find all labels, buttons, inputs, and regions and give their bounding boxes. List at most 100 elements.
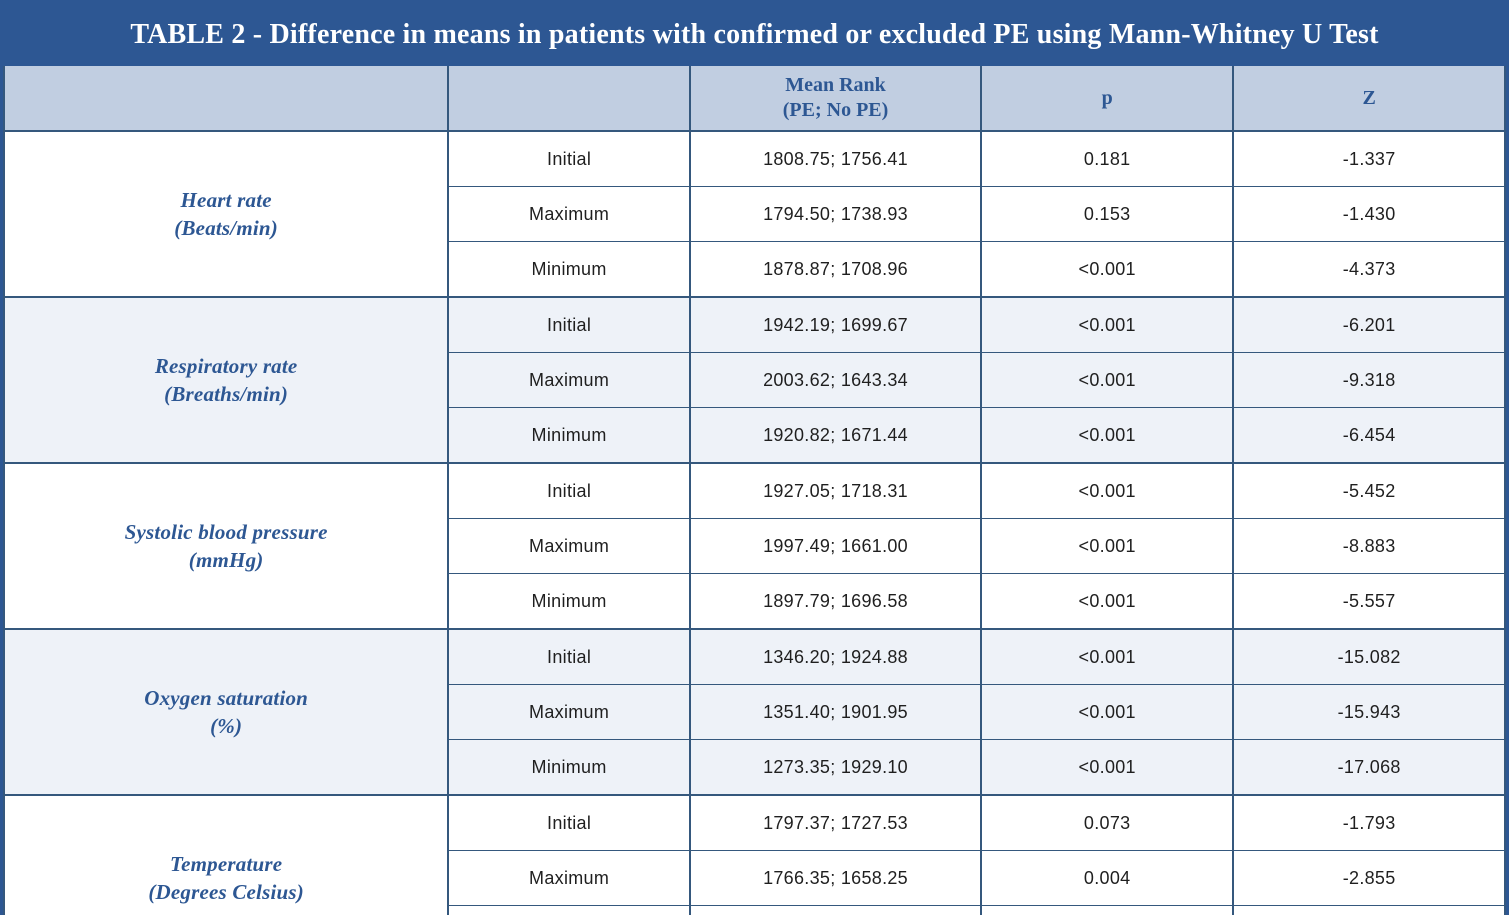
parameter-cell-oxygen-saturation: Oxygen saturation (%) bbox=[2, 628, 450, 796]
header-p: p bbox=[980, 66, 1235, 132]
measurement-cell: Maximum bbox=[447, 850, 691, 906]
parameter-name: Oxygen saturation bbox=[144, 685, 309, 710]
measurement-cell: Initial bbox=[447, 794, 691, 851]
table-row: Heart rate (Beats/min) Initial 1808.75; … bbox=[2, 130, 1506, 298]
mean-rank-cell: 1897.79; 1696.58 bbox=[688, 573, 983, 630]
mean-rank-cell: 1942.19; 1699.67 bbox=[688, 296, 983, 353]
z-value-cell: -3.114 bbox=[1232, 905, 1506, 915]
z-value-cell: -5.557 bbox=[1232, 573, 1506, 630]
mean-rank-cell: 1351.40; 1901.95 bbox=[688, 684, 983, 740]
p-value-cell: 0.073 bbox=[980, 794, 1235, 851]
table-row: Maximum 1766.35; 1658.25 0.004 -2.855 bbox=[4, 850, 1506, 906]
z-value-cell: -15.943 bbox=[1232, 684, 1506, 740]
mean-rank-cell: 1997.49; 1661.00 bbox=[688, 518, 983, 574]
mean-rank-cell: 1273.35; 1929.10 bbox=[688, 739, 983, 796]
header-parameter-blank bbox=[2, 66, 450, 132]
measurement-cell: Maximum bbox=[447, 684, 691, 740]
p-value-cell: 0.002 bbox=[980, 905, 1235, 915]
z-value-cell: -4.373 bbox=[1232, 241, 1506, 298]
table-row: Maximum 1997.49; 1661.00 <0.001 -8.883 bbox=[4, 518, 1506, 574]
z-value-cell: -15.082 bbox=[1232, 628, 1506, 685]
table-row: Oxygen saturation (%) Initial 1346.20; 1… bbox=[2, 628, 1506, 796]
header-mean-rank-line1: Mean Rank bbox=[785, 74, 886, 96]
mean-rank-cell: 1878.87; 1708.96 bbox=[688, 241, 983, 298]
table-row: Minimum 1920.82; 1671.44 <0.001 -6.454 bbox=[4, 407, 1506, 464]
parameter-unit: (%) bbox=[210, 714, 243, 738]
parameter-cell-respiratory-rate: Respiratory rate (Breaths/min) bbox=[2, 296, 450, 464]
mean-rank-cell: 1920.82; 1671.44 bbox=[688, 407, 983, 464]
header-mean-rank: Mean Rank (PE; No PE) bbox=[688, 66, 983, 132]
p-value-cell: <0.001 bbox=[980, 739, 1235, 796]
parameter-unit: (Breaths/min) bbox=[164, 382, 289, 406]
mean-rank-cell: 1346.20; 1924.88 bbox=[688, 628, 983, 685]
measurement-cell: Minimum bbox=[447, 573, 691, 630]
table-row: Minimum 1897.79; 1696.58 <0.001 -5.557 bbox=[4, 573, 1506, 630]
mean-rank-cell: 1797.37; 1727.53 bbox=[688, 794, 983, 851]
measurement-cell: Minimum bbox=[447, 407, 691, 464]
header-mean-rank-line2: (PE; No PE) bbox=[782, 99, 889, 121]
mean-rank-cell: 1773.42; 1655.69 bbox=[688, 905, 983, 915]
z-value-cell: -2.855 bbox=[1232, 850, 1506, 906]
measurement-cell: Minimum bbox=[447, 241, 691, 298]
table-row: Maximum 2003.62; 1643.34 <0.001 -9.318 bbox=[4, 352, 1506, 408]
parameter-unit: (mmHg) bbox=[188, 548, 264, 572]
p-value-cell: <0.001 bbox=[980, 407, 1235, 464]
mean-rank-cell: 1766.35; 1658.25 bbox=[688, 850, 983, 906]
p-value-cell: <0.001 bbox=[980, 296, 1235, 353]
z-value-cell: -1.337 bbox=[1232, 130, 1506, 187]
parameter-name: Systolic blood pressure bbox=[124, 519, 328, 544]
z-value-cell: -1.793 bbox=[1232, 794, 1506, 851]
table-row: Minimum 1273.35; 1929.10 <0.001 -17.068 bbox=[4, 739, 1506, 796]
z-value-cell: -6.454 bbox=[1232, 407, 1506, 464]
p-value-cell: <0.001 bbox=[980, 684, 1235, 740]
table-row: Maximum 1351.40; 1901.95 <0.001 -15.943 bbox=[4, 684, 1506, 740]
mann-whitney-table: Mean Rank (PE; No PE) p Z Heart rate (Be… bbox=[2, 66, 1506, 915]
p-value-cell: 0.181 bbox=[980, 130, 1235, 187]
parameter-cell-heart-rate: Heart rate (Beats/min) bbox=[2, 130, 450, 298]
p-value-cell: 0.153 bbox=[980, 186, 1235, 242]
p-value-cell: <0.001 bbox=[980, 518, 1235, 574]
table-row: Respiratory rate (Breaths/min) Initial 1… bbox=[2, 296, 1506, 464]
parameter-name: Temperature bbox=[170, 851, 283, 876]
table-row: Minimum 1773.42; 1655.69 0.002 -3.114 bbox=[4, 905, 1506, 915]
z-value-cell: -1.430 bbox=[1232, 186, 1506, 242]
z-value-cell: -6.201 bbox=[1232, 296, 1506, 353]
measurement-cell: Minimum bbox=[447, 905, 691, 915]
p-value-cell: <0.001 bbox=[980, 462, 1235, 519]
p-value-cell: <0.001 bbox=[980, 352, 1235, 408]
measurement-cell: Initial bbox=[447, 462, 691, 519]
z-value-cell: -9.318 bbox=[1232, 352, 1506, 408]
table-row: Maximum 1794.50; 1738.93 0.153 -1.430 bbox=[4, 186, 1506, 242]
measurement-cell: Maximum bbox=[447, 186, 691, 242]
mean-rank-cell: 2003.62; 1643.34 bbox=[688, 352, 983, 408]
p-value-cell: 0.004 bbox=[980, 850, 1235, 906]
table-title: TABLE 2 - Difference in means in patient… bbox=[3, 3, 1506, 66]
measurement-cell: Initial bbox=[447, 296, 691, 353]
parameter-name: Heart rate bbox=[180, 187, 272, 212]
mean-rank-cell: 1794.50; 1738.93 bbox=[688, 186, 983, 242]
table-row: Temperature (Degrees Celsius) Initial 17… bbox=[2, 794, 1506, 915]
header-measurement-blank bbox=[447, 66, 691, 132]
parameter-name: Respiratory rate bbox=[154, 353, 298, 378]
measurement-cell: Initial bbox=[447, 628, 691, 685]
p-value-cell: <0.001 bbox=[980, 241, 1235, 298]
z-value-cell: -17.068 bbox=[1232, 739, 1506, 796]
parameter-unit: (Beats/min) bbox=[174, 216, 278, 240]
measurement-cell: Minimum bbox=[447, 739, 691, 796]
measurement-cell: Maximum bbox=[447, 518, 691, 574]
p-value-cell: <0.001 bbox=[980, 573, 1235, 630]
header-row: Mean Rank (PE; No PE) p Z bbox=[2, 66, 1506, 132]
table-row: Minimum 1878.87; 1708.96 <0.001 -4.373 bbox=[4, 241, 1506, 298]
p-value-cell: <0.001 bbox=[980, 628, 1235, 685]
table-row: Systolic blood pressure (mmHg) Initial 1… bbox=[2, 462, 1506, 630]
z-value-cell: -5.452 bbox=[1232, 462, 1506, 519]
parameter-unit: (Degrees Celsius) bbox=[148, 880, 304, 904]
mean-rank-cell: 1808.75; 1756.41 bbox=[688, 130, 983, 187]
measurement-cell: Maximum bbox=[447, 352, 691, 408]
header-z: Z bbox=[1232, 66, 1506, 132]
parameter-cell-systolic-bp: Systolic blood pressure (mmHg) bbox=[2, 462, 450, 630]
mean-rank-cell: 1927.05; 1718.31 bbox=[688, 462, 983, 519]
z-value-cell: -8.883 bbox=[1232, 518, 1506, 574]
parameter-cell-temperature: Temperature (Degrees Celsius) bbox=[2, 794, 450, 915]
